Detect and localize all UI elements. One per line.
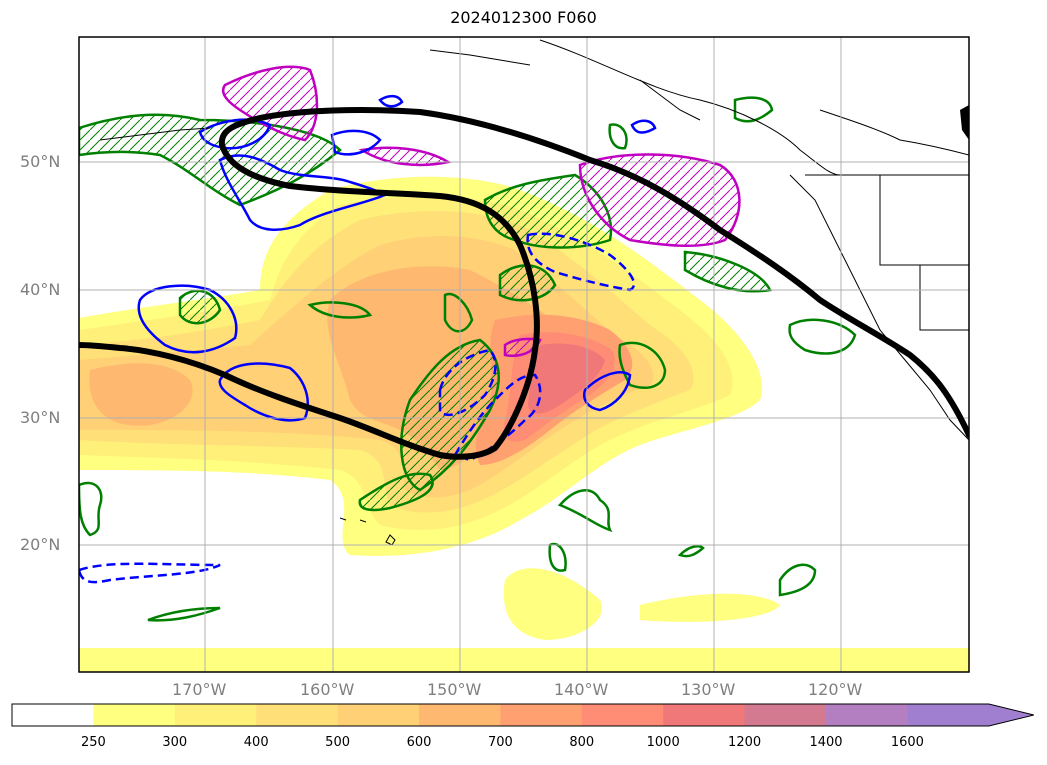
colorbar-tick-label: 1000 [646, 735, 680, 750]
colorbar-tick-label: 600 [406, 735, 432, 750]
colorbar-segment-10 [907, 704, 1034, 726]
map-title: 2024012300 F060 [450, 8, 597, 27]
colorbar-tick-label: 300 [162, 735, 188, 750]
lon-label-120w: 120°W [808, 680, 863, 699]
lon-label-140w: 140°W [554, 680, 609, 699]
colorbar-tick-label: 1200 [728, 735, 762, 750]
colorbar-segment-6 [581, 704, 664, 726]
lat-label-40n: 40°N [20, 280, 61, 299]
colorbar [11, 703, 1034, 727]
shade-250-patch2 [640, 593, 780, 622]
vancouver-island [960, 105, 969, 140]
shade-250-south [79, 648, 969, 672]
shade-1000 [528, 343, 605, 414]
colorbar-segment-0 [93, 704, 176, 726]
colorbar-segment-below [12, 704, 94, 726]
colorbar-segment-1 [174, 704, 257, 726]
colorbar-tick-label: 1400 [809, 735, 843, 750]
colorbar-tick-label: 500 [325, 735, 351, 750]
shade-250-patch [503, 568, 602, 640]
colorbar-segment-5 [500, 704, 583, 726]
colorbar-segment-3 [337, 704, 420, 726]
colorbar-tick-label: 400 [243, 735, 269, 750]
lon-label-150w: 150°W [427, 680, 482, 699]
colorbar-segment-2 [256, 704, 339, 726]
colorbar-segment-7 [663, 704, 746, 726]
map-frame [78, 36, 970, 673]
lon-label-170w: 170°W [172, 680, 227, 699]
colorbar-tick-label: 800 [569, 735, 595, 750]
colorbar-tick-label: 250 [80, 735, 106, 750]
jet-contours [79, 107, 969, 460]
lon-label-160w: 160°W [300, 680, 355, 699]
lat-label-50n: 50°N [20, 152, 61, 171]
lon-label-130w: 130°W [681, 680, 736, 699]
colorbar-outline [11, 703, 1034, 727]
gridlines [79, 37, 969, 672]
lat-label-30n: 30°N [20, 408, 61, 427]
colorbar-tick-label: 700 [487, 735, 513, 750]
colorbar-segment-9 [826, 704, 908, 726]
colorbar-segment-4 [419, 704, 501, 726]
colorbar-segment-8 [744, 704, 827, 726]
lat-label-20n: 20°N [20, 535, 61, 554]
colorbar-tick-label: 1600 [890, 735, 924, 750]
